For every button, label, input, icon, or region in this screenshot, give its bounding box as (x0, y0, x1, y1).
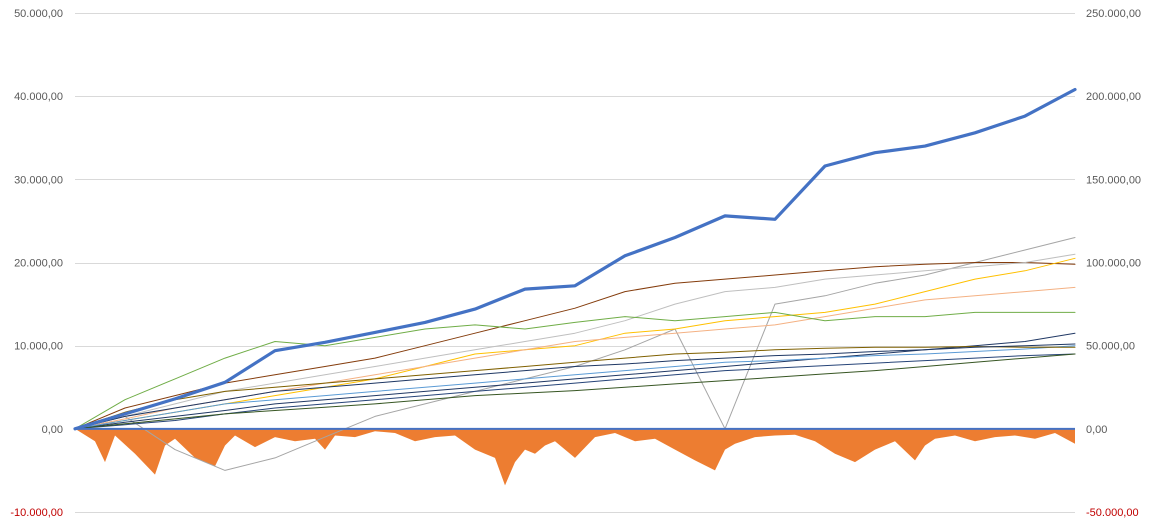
axis-tick-labels: 50.000,00 40.000,00 30.000,00 20.000,00 10.0… (10, 8, 1141, 519)
series-line-2 (74, 262, 1076, 430)
y-left-tick-label: 10.000,00 (14, 341, 63, 353)
y-left-tick-label: 20.000,00 (14, 258, 63, 270)
series-line-3 (74, 257, 1076, 430)
series-line-10 (74, 353, 1076, 430)
y-left-tick-label: -10.000,00 (10, 507, 63, 519)
series-lines-layer (73, 87, 1077, 471)
y-right-tick-label: -50.000,00 (1086, 507, 1139, 519)
series-line-7 (74, 332, 1076, 430)
y-left-tick-label: 50.000,00 (14, 8, 63, 20)
y-right-tick-label: 150.000,00 (1086, 174, 1141, 186)
y-left-tick-label: 0,00 (42, 424, 63, 436)
y-left-tick-label: 30.000,00 (14, 174, 63, 186)
y-right-tick-label: 50.000,00 (1086, 341, 1135, 353)
y-right-tick-label: 250.000,00 (1086, 8, 1141, 20)
series-line-0 (73, 87, 1077, 431)
drawdown-area (75, 428, 1075, 486)
series-line-9 (74, 346, 1076, 430)
series-line-6 (74, 311, 1076, 430)
drawdown-area-layer (75, 428, 1075, 486)
series-line-11 (74, 353, 1076, 430)
series-line-4 (74, 253, 1076, 430)
y-right-tick-label: 200.000,00 (1086, 91, 1141, 103)
series-line-8 (74, 345, 1076, 430)
y-right-tick-label: 100.000,00 (1086, 258, 1141, 270)
series-line-12 (74, 343, 1076, 430)
y-right-tick-label: 0,00 (1086, 424, 1107, 436)
y-left-tick-label: 40.000,00 (14, 91, 63, 103)
